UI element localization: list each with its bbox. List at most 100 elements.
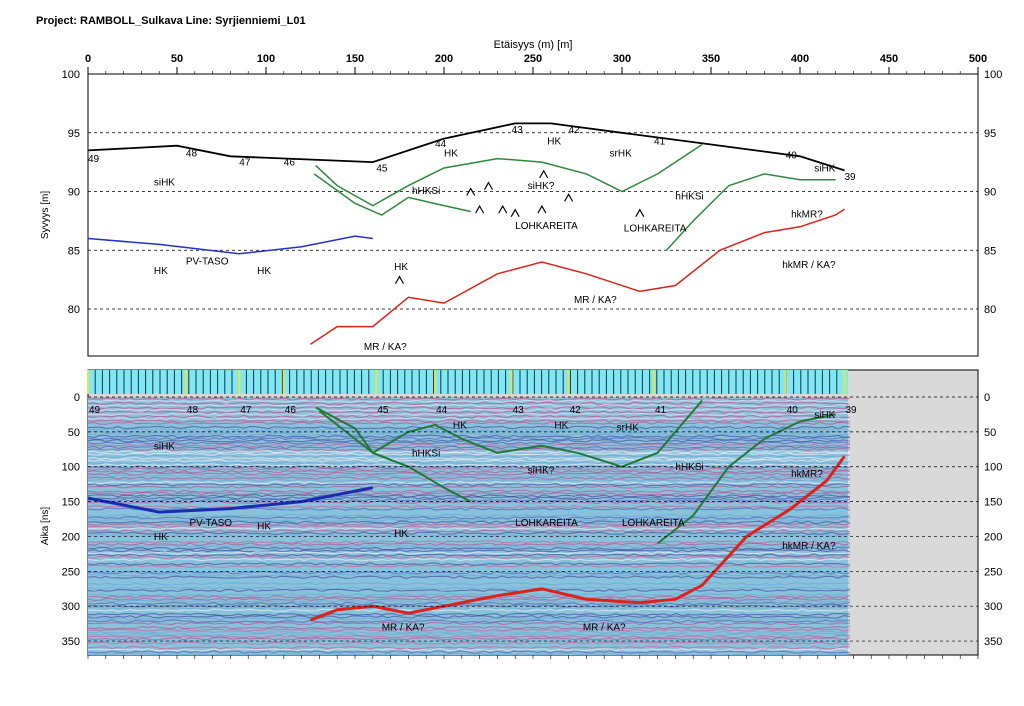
- radar-trace-band: [88, 408, 851, 412]
- radar-trace-band: [88, 513, 851, 518]
- y-tick-label-right: 0: [984, 392, 990, 404]
- radar-trace-band: [88, 410, 851, 414]
- profile-label: hkMR?: [791, 209, 823, 220]
- radar-trace-band: [88, 577, 851, 582]
- radar-trace-band: [88, 516, 851, 520]
- y-tick-label-right: 300: [984, 601, 1002, 613]
- profile-label: HK: [394, 262, 408, 273]
- radar-trace-band: [88, 441, 851, 445]
- profile-label: 42: [569, 125, 581, 136]
- radar-trace-band: [88, 447, 851, 452]
- y-tick-label-left: 350: [62, 636, 80, 648]
- x-tick-label: 0: [85, 53, 91, 65]
- radar-trace-band: [88, 397, 851, 401]
- radar-trace-band: [88, 650, 851, 654]
- y-tick-label-left: 200: [62, 531, 80, 543]
- y-axis-title-time: Aika [ns]: [40, 507, 51, 546]
- y-tick-label-right: 80: [984, 304, 996, 316]
- y-tick-label-left: 50: [68, 427, 80, 439]
- profile-label: 44: [435, 139, 447, 150]
- profile-label: srHK: [610, 148, 633, 159]
- profile-label: 47: [239, 158, 251, 169]
- marker-label: 43: [513, 405, 525, 416]
- boulder-marker: [498, 204, 508, 214]
- profile-label: MR / KA?: [364, 342, 407, 353]
- radar-trace-band: [88, 610, 850, 615]
- radar-trace-band: [88, 443, 851, 447]
- radar-trace-band: [88, 612, 851, 617]
- radar-trace-band: [88, 582, 851, 586]
- radargram-label: hHKSi: [675, 462, 703, 473]
- y-tick-label-left: 95: [68, 128, 80, 140]
- profile-series-line: [313, 173, 471, 216]
- radar-trace-band: [88, 645, 851, 650]
- profile-label: hkMR / KA?: [782, 260, 836, 271]
- y-tick-label-left: 85: [68, 245, 80, 257]
- radar-trace-band: [88, 476, 851, 480]
- x-tick-label: 350: [702, 53, 720, 65]
- x-tick-label: 200: [435, 53, 453, 65]
- x-tick-label: 500: [969, 53, 987, 65]
- radar-trace-band: [88, 555, 851, 560]
- radar-trace-band: [88, 520, 851, 524]
- marker-label: 39: [846, 405, 858, 416]
- radar-trace-band: [88, 606, 851, 610]
- radar-trace-band: [88, 619, 851, 623]
- radar-trace-band: [88, 529, 851, 533]
- radargram-texture: [88, 397, 851, 655]
- radar-trace-band: [88, 502, 851, 507]
- radar-trace-band: [88, 483, 851, 487]
- boulder-marker: [564, 193, 574, 202]
- y-tick-label-right: 200: [984, 531, 1002, 543]
- interpretation-line: [88, 486, 374, 514]
- y-tick-label-right: 95: [984, 128, 996, 140]
- y-tick-label-left: 90: [68, 187, 80, 199]
- radargram-label: hkMR?: [791, 469, 823, 480]
- profile-frame: [87, 73, 979, 357]
- marker-label: 41: [655, 405, 667, 416]
- interpretation-line: [309, 455, 846, 622]
- radar-trace-band: [88, 637, 851, 641]
- radar-trace-band: [88, 617, 851, 621]
- radargram-label: MR / KA?: [583, 623, 626, 634]
- radar-trace-band: [88, 549, 851, 553]
- boulder-marker: [466, 187, 476, 196]
- radar-trace-band: [88, 544, 851, 549]
- radargram-label: HK: [394, 528, 408, 539]
- marker-label: 40: [787, 405, 799, 416]
- radar-trace-band: [88, 579, 851, 584]
- radar-trace-band: [88, 439, 851, 443]
- radargram-label: siHK: [154, 441, 175, 452]
- radar-trace-band: [88, 639, 851, 643]
- boulder-marker: [394, 275, 405, 284]
- profile-label: siHK: [154, 178, 175, 189]
- radar-trace-band: [88, 421, 851, 425]
- radargram-label: siHK: [814, 410, 835, 421]
- radargram-label: HK: [554, 420, 568, 431]
- y-tick-label-right: 85: [984, 245, 996, 257]
- radar-trace-band: [88, 575, 851, 579]
- y-tick-label-right: 350: [984, 636, 1002, 648]
- y-axis-title-depth: Syvyys [m]: [40, 191, 51, 240]
- y-tick-label-left: 150: [62, 497, 80, 509]
- radar-trace-band: [88, 551, 851, 555]
- radar-trace-band: [88, 546, 851, 551]
- radar-trace-band: [88, 621, 851, 626]
- profile-series-line: [88, 235, 373, 255]
- boulder-marker: [539, 169, 549, 179]
- y-tick-label-right: 150: [984, 497, 1002, 509]
- profile-label: 43: [512, 125, 524, 136]
- radar-trace-band: [88, 406, 851, 410]
- radar-trace-band: [88, 630, 851, 634]
- x-axis-title: Etäisyys (m) [m]: [494, 39, 573, 51]
- radar-trace-band: [88, 417, 851, 421]
- radar-trace-band: [88, 623, 851, 628]
- profile-label: MR / KA?: [574, 295, 617, 306]
- y-tick-label-left: 0: [74, 392, 80, 404]
- trace-header-strip: [88, 370, 849, 394]
- radar-trace-band: [88, 615, 851, 619]
- radar-trace-band: [88, 531, 851, 535]
- radar-trace-band: [88, 423, 851, 428]
- boulder-marker: [510, 208, 520, 217]
